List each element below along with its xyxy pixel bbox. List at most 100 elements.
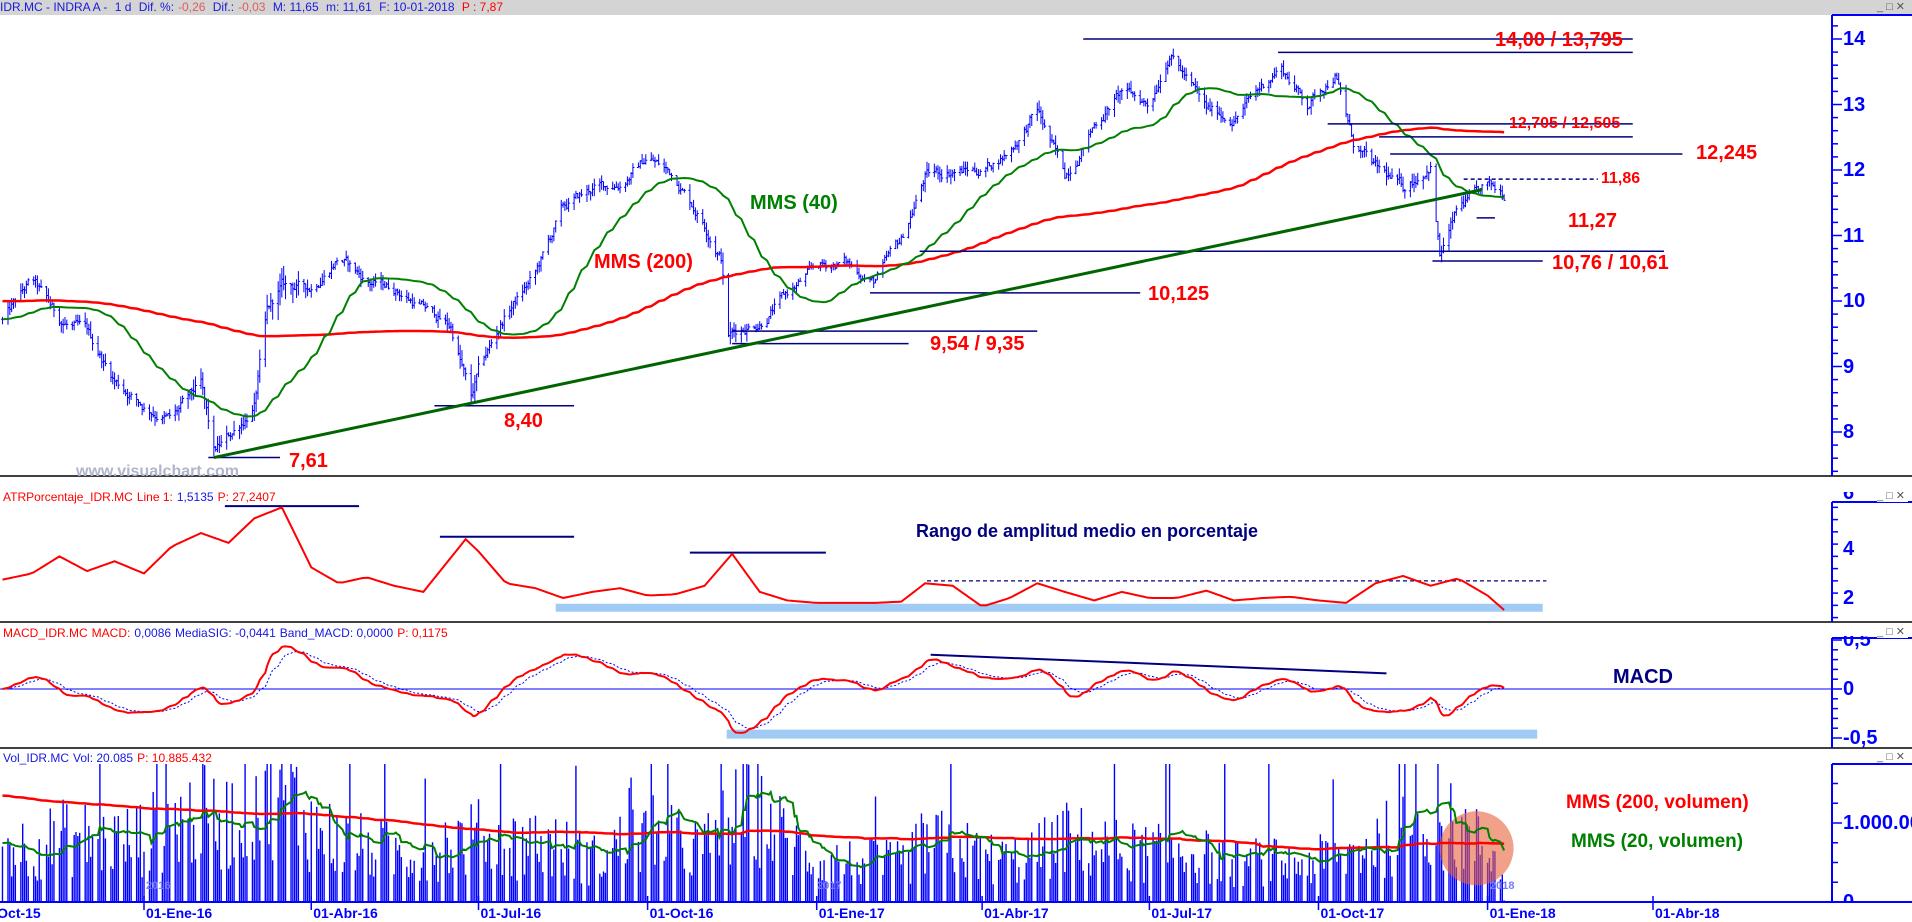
price-bar [458, 344, 462, 369]
atr-name: ATRPorcentaje_IDR.MC [3, 490, 133, 504]
price-bar [443, 314, 447, 325]
price-bar [708, 236, 712, 249]
macd-axis-label: 0 [1843, 678, 1855, 700]
price-bar [1403, 188, 1407, 199]
price-bar [1184, 67, 1188, 82]
date-label: 01-Ene-16 [146, 905, 213, 921]
atr-line-label: Line 1: [136, 490, 173, 504]
price-bar [666, 167, 670, 174]
price-bar [280, 267, 284, 298]
level-label: 10,125 [1148, 283, 1210, 305]
price-bar [1254, 85, 1258, 101]
atr-window-controls[interactable]: _□✕ [1877, 490, 1908, 502]
price-bar [978, 169, 982, 176]
level-label: 9,54 / 9,35 [930, 333, 1025, 355]
price-bar [52, 302, 56, 318]
price-bar [295, 279, 299, 299]
price-bar [1377, 159, 1381, 174]
price-bar [951, 169, 955, 178]
price-bar [771, 304, 775, 316]
price-bar [769, 306, 773, 320]
price-bar [1364, 141, 1368, 157]
year-marker: 2017 [817, 880, 842, 892]
main-window-controls[interactable]: _□✕ [1877, 1, 1908, 13]
price-bar [1464, 194, 1468, 208]
price-bar [1429, 161, 1433, 174]
max-value: M: 11,65 [272, 0, 319, 14]
price-bar [1221, 111, 1225, 123]
date-label: 01-Ene-17 [818, 905, 885, 921]
price-bar [747, 323, 751, 330]
macd-window-controls[interactable]: _□✕ [1877, 626, 1908, 638]
price-bar [692, 199, 696, 215]
price-bar [1243, 96, 1247, 116]
price-bar [397, 289, 401, 302]
price-bar [554, 220, 558, 233]
price-bar [719, 248, 723, 264]
price-bar [921, 180, 925, 192]
date-value: F: 10-01-2018 [379, 0, 455, 14]
price-bar [129, 391, 133, 401]
atr-line-value: 1,5135 [176, 490, 214, 504]
price-bar [1182, 67, 1186, 81]
price-bar [1151, 98, 1155, 112]
price-bar [1039, 106, 1043, 125]
price-bar [521, 284, 525, 302]
price-bar [407, 292, 411, 301]
price-bar [477, 356, 481, 378]
period: 1 d [114, 0, 132, 14]
price-bar [552, 227, 556, 242]
price-bar [1203, 87, 1207, 109]
price-bar [1054, 135, 1058, 156]
price-bar [1063, 162, 1067, 180]
date-label: 01-Jul-16 [480, 905, 542, 921]
price-bar [296, 271, 300, 296]
price-bar [657, 154, 661, 166]
price-bar [1000, 155, 1004, 166]
price-bar [179, 396, 183, 413]
price-bar [758, 321, 762, 330]
price-bar [1361, 150, 1365, 158]
price-bar [874, 278, 878, 284]
price-bar [1285, 72, 1289, 80]
price-bar [148, 404, 152, 421]
price-bar [1337, 72, 1341, 85]
macd-label: MACD: [91, 626, 131, 640]
price-bar [1434, 163, 1438, 223]
price-bar [1142, 98, 1146, 107]
price-bar [155, 411, 159, 423]
price-bar [1493, 181, 1497, 194]
price-bar [510, 300, 514, 318]
mms40-line [2, 87, 1505, 418]
price-bar [76, 314, 80, 326]
price-bar [1179, 59, 1183, 72]
price-bar [317, 284, 321, 289]
price-bar [331, 263, 335, 270]
price-bar [103, 353, 107, 367]
price-bar [848, 258, 852, 269]
volume-window-controls[interactable]: _□✕ [1877, 751, 1908, 763]
dif: -0,03 [238, 0, 266, 14]
price-bar [438, 308, 442, 320]
price-bar [563, 201, 567, 211]
price-bar [1026, 123, 1030, 137]
price-bar [315, 284, 319, 293]
p-value: P : 7,87 [461, 0, 504, 14]
date-label: 01-Oct-17 [1320, 905, 1385, 921]
price-bar [1166, 60, 1170, 75]
price-bar [405, 289, 409, 303]
price-bar [923, 171, 927, 193]
price-bar [1236, 115, 1240, 124]
macd-line [2, 645, 1505, 734]
price-bar [37, 283, 41, 292]
atr-axis-label: 4 [1843, 538, 1855, 560]
price-bar [445, 312, 449, 334]
price-bar [265, 294, 269, 325]
level-label: 8,40 [504, 410, 543, 432]
price-bar [489, 339, 493, 348]
date-label: 01-Abr-16 [313, 905, 378, 921]
price-bar [962, 161, 966, 174]
price-bar [24, 280, 28, 294]
price-bar [730, 327, 734, 340]
